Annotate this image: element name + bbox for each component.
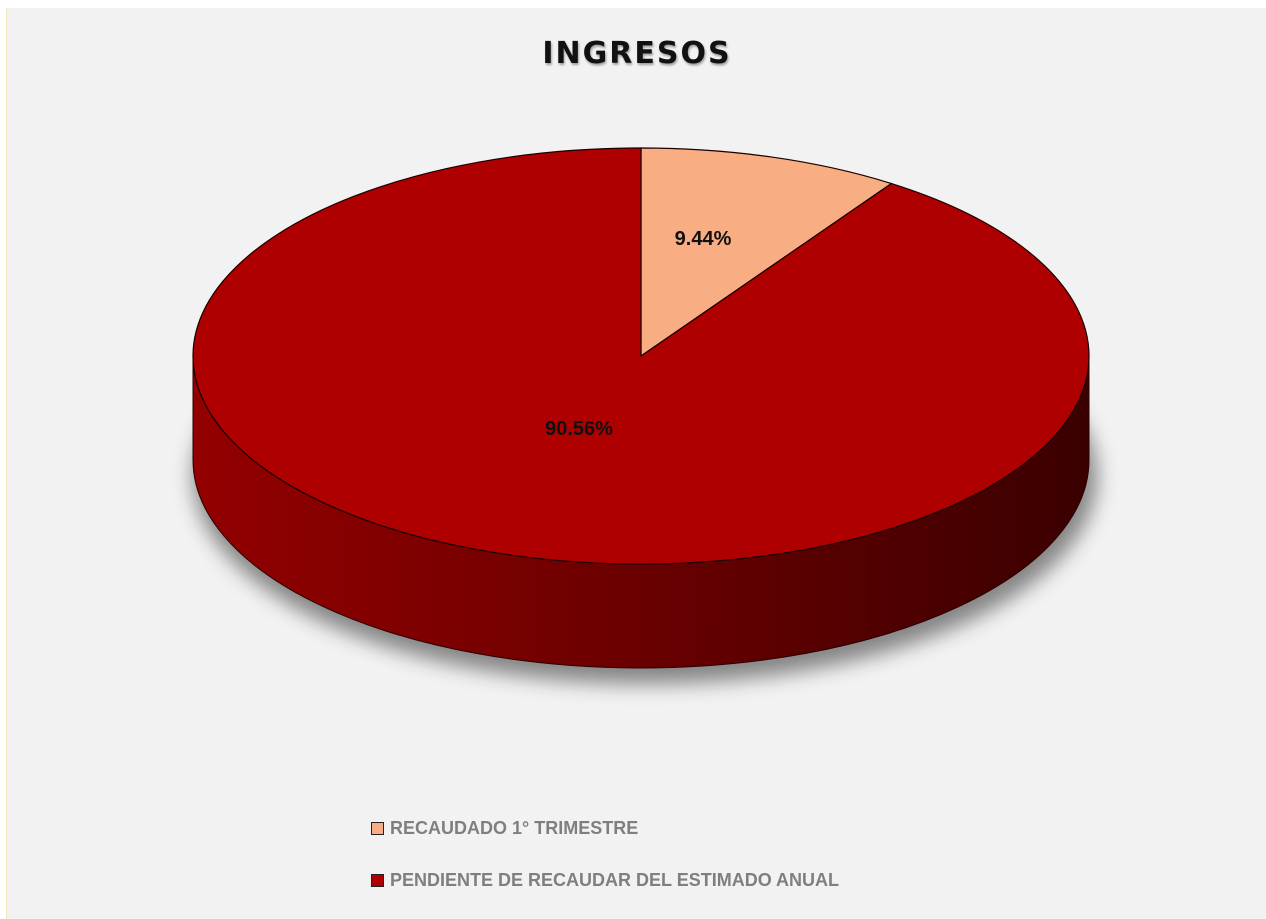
legend-label-recaudado: RECAUDADO 1° TRIMESTRE <box>390 817 639 838</box>
data-label-recaudado: 9.44% <box>675 228 732 250</box>
legend-swatch-recaudado <box>371 821 384 835</box>
chart-area: 9.44% 90.56% INGRESOS RECAUDADO 1° TRIMES… <box>6 8 1266 919</box>
slice-recaudado <box>640 147 893 358</box>
legend-label-pendiente: PENDIENTE DE RECAUDAR DEL ESTIMADO ANUAL <box>390 869 840 890</box>
pie-chart: 9.44% 90.56% <box>192 147 1097 684</box>
slice-pendiente <box>192 147 1090 565</box>
legend-swatch-pendiente <box>371 873 384 887</box>
legend-item-recaudado: RECAUDADO 1° TRIMESTRE <box>371 814 839 842</box>
data-label-pendiente: 90.56% <box>545 418 613 440</box>
legend: RECAUDADO 1° TRIMESTRE PENDIENTE DE RECA… <box>371 814 839 918</box>
legend-item-pendiente: PENDIENTE DE RECAUDAR DEL ESTIMADO ANUAL <box>371 866 839 894</box>
chart-title: INGRESOS <box>542 36 732 71</box>
